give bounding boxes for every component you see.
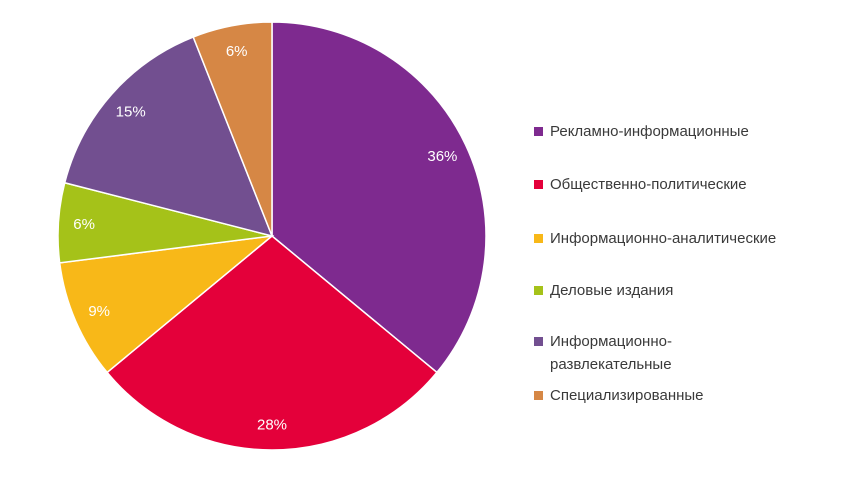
slice-data-label: 28% [257, 416, 287, 433]
legend-label: Общественно-политические [550, 176, 747, 193]
legend-label: Информационно-развлекательные [550, 333, 672, 373]
legend-swatch [534, 391, 543, 400]
slice-data-label: 36% [427, 148, 457, 165]
pie-slice [63, 36, 274, 238]
legend-item-entertainment: Информационно-развлекательные [534, 330, 720, 376]
legend-swatch [534, 180, 543, 189]
pie-slice [106, 235, 438, 451]
slice-data-label: 6% [73, 216, 95, 233]
pie-slice [271, 21, 487, 374]
legend-label: Рекламно-информационные [550, 123, 749, 140]
legend-swatch [534, 337, 543, 346]
legend-item-socio-political: Общественно-политические [534, 173, 815, 196]
legend-item-business: Деловые издания [534, 279, 815, 302]
pie-slice [192, 21, 273, 237]
legend-label: Информационно-аналитические [550, 230, 777, 247]
legend-item-analytical: Информационно-аналитические [534, 227, 815, 250]
pie-slice [58, 234, 275, 374]
legend-item-advertising: Рекламно-информационные [534, 120, 815, 143]
legend-item-specialized: Специализированные [534, 384, 815, 407]
legend-label: Деловые издания [550, 282, 674, 299]
slice-data-label: 9% [88, 303, 110, 320]
legend-swatch [534, 286, 543, 295]
legend-swatch [534, 234, 543, 243]
slice-data-label: 15% [116, 104, 146, 121]
legend-swatch [534, 127, 543, 136]
legend-label: Специализированные [550, 387, 704, 404]
slice-data-label: 6% [226, 43, 248, 60]
